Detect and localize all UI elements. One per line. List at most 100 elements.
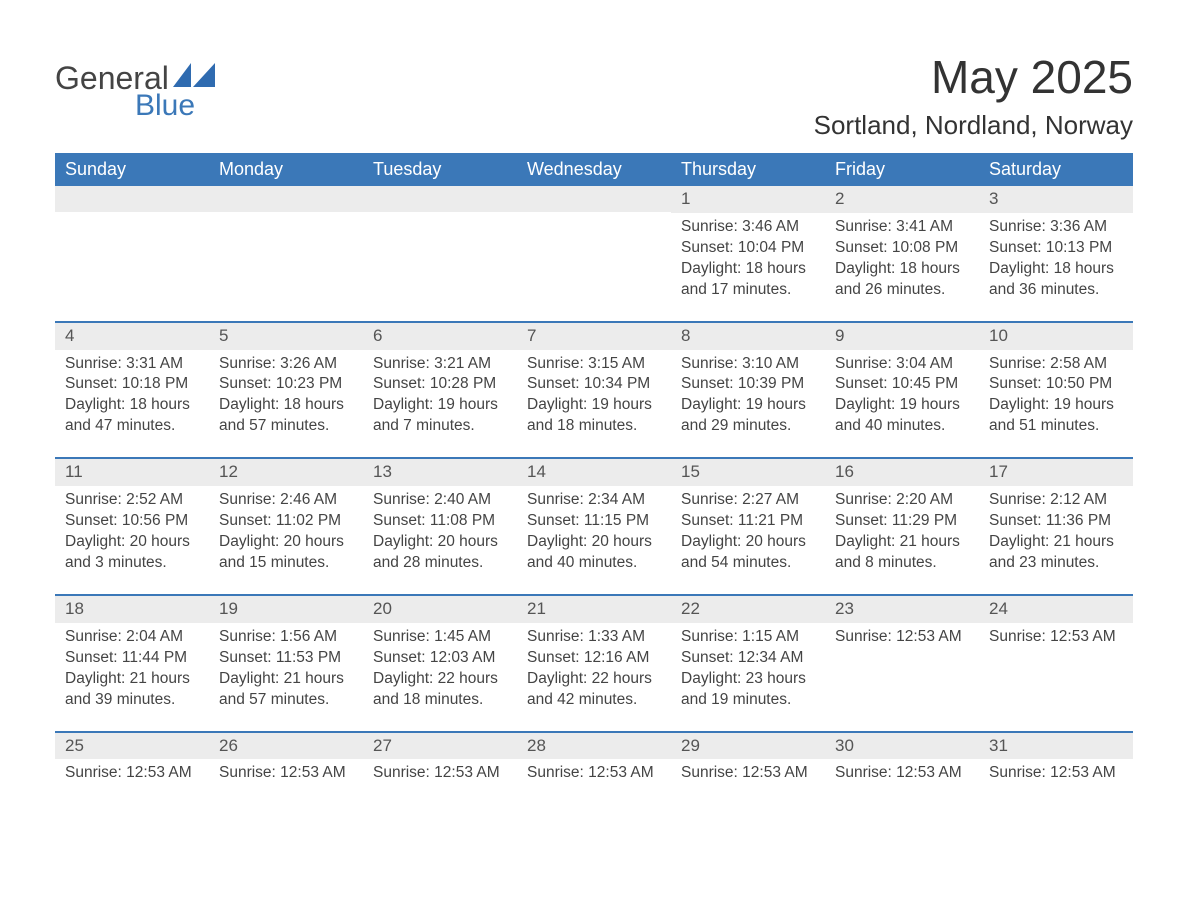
day-line: Sunset: 11:21 PM xyxy=(681,511,815,532)
day-body: Sunrise: 2:58 AMSunset: 10:50 PMDaylight… xyxy=(979,354,1133,438)
day-number: 20 xyxy=(363,594,517,623)
day-body: Sunrise: 12:53 AM xyxy=(979,627,1133,648)
day-number: 9 xyxy=(825,321,979,350)
day-cell: 17 Sunrise: 2:12 AMSunset: 11:36 PMDaylig… xyxy=(979,457,1133,594)
day-cell: 21 Sunrise: 1:33 AMSunset: 12:16 AMDaylig… xyxy=(517,594,671,731)
day-line: Sunset: 10:56 PM xyxy=(65,511,199,532)
dow-fri: Friday xyxy=(825,153,979,186)
day-line: Sunset: 10:08 PM xyxy=(835,238,969,259)
day-body: Sunrise: 12:53 AM xyxy=(209,763,363,784)
day-line: Sunrise: 12:53 AM xyxy=(219,763,353,784)
title-block: May 2025 Sortland, Nordland, Norway xyxy=(814,50,1133,141)
day-line: Sunrise: 3:41 AM xyxy=(835,217,969,238)
day-line: Daylight: 21 hours and 39 minutes. xyxy=(65,669,199,711)
day-cell: 6Sunrise: 3:21 AMSunset: 10:28 PMDayligh… xyxy=(363,321,517,458)
day-cell: 27 Sunrise: 12:53 AM xyxy=(363,731,517,805)
week-row: 18Sunrise: 2:04 AMSunset: 11:44 PMDaylig… xyxy=(55,594,1133,731)
day-line: Sunset: 11:15 PM xyxy=(527,511,661,532)
day-body: Sunrise: 3:15 AMSunset: 10:34 PMDaylight… xyxy=(517,354,671,438)
day-cell: 11Sunrise: 2:52 AMSunset: 10:56 PMDaylig… xyxy=(55,457,209,594)
day-line: Sunrise: 3:26 AM xyxy=(219,354,353,375)
day-number: 1 xyxy=(671,186,825,213)
day-line: Sunrise: 3:31 AM xyxy=(65,354,199,375)
day-body: Sunrise: 12:53 AM xyxy=(825,627,979,648)
day-line: Sunrise: 12:53 AM xyxy=(835,763,969,784)
day-body: Sunrise: 2:04 AMSunset: 11:44 PMDaylight… xyxy=(55,627,209,711)
day-line: Sunset: 10:13 PM xyxy=(989,238,1123,259)
day-number: 27 xyxy=(363,731,517,760)
day-cell: 25Sunrise: 12:53 AM xyxy=(55,731,209,805)
day-body: Sunrise: 12:53 AM xyxy=(671,763,825,784)
day-line: Daylight: 18 hours and 17 minutes. xyxy=(681,259,815,301)
day-line: Sunrise: 3:21 AM xyxy=(373,354,507,375)
day-number: 17 xyxy=(979,457,1133,486)
day-cell: 24Sunrise: 12:53 AM xyxy=(979,594,1133,731)
day-line: Daylight: 18 hours and 26 minutes. xyxy=(835,259,969,301)
day-line: Daylight: 20 hours and 40 minutes. xyxy=(527,532,661,574)
day-line: Sunset: 10:45 PM xyxy=(835,374,969,395)
day-line: Sunrise: 12:53 AM xyxy=(989,763,1123,784)
day-line: Daylight: 19 hours and 40 minutes. xyxy=(835,395,969,437)
day-cell: 12 Sunrise: 2:46 AMSunset: 11:02 PMDaylig… xyxy=(209,457,363,594)
day-number xyxy=(55,186,209,212)
day-cell: 19Sunrise: 1:56 AMSunset: 11:53 PMDaylig… xyxy=(209,594,363,731)
day-cell: 8Sunrise: 3:10 AMSunset: 10:39 PMDayligh… xyxy=(671,321,825,458)
day-cell: 9Sunrise: 3:04 AMSunset: 10:45 PMDayligh… xyxy=(825,321,979,458)
day-number: 22 xyxy=(671,594,825,623)
day-cell: 1 Sunrise: 3:46 AMSunset: 10:04 PMDayligh… xyxy=(671,186,825,321)
day-line: Sunrise: 3:10 AM xyxy=(681,354,815,375)
day-body: Sunrise: 3:46 AMSunset: 10:04 PMDaylight… xyxy=(671,217,825,301)
day-line: Sunrise: 12:53 AM xyxy=(65,763,199,784)
week-row: 1 Sunrise: 3:46 AMSunset: 10:04 PMDayligh… xyxy=(55,186,1133,321)
day-body: Sunrise: 3:26 AMSunset: 10:23 PMDaylight… xyxy=(209,354,363,438)
day-cell: 20 Sunrise: 1:45 AMSunset: 12:03 AMDaylig… xyxy=(363,594,517,731)
day-body: Sunrise: 12:53 AM xyxy=(55,763,209,784)
day-cell: 29Sunrise: 12:53 AM xyxy=(671,731,825,805)
dow-wed: Wednesday xyxy=(517,153,671,186)
day-line: Daylight: 18 hours and 36 minutes. xyxy=(989,259,1123,301)
day-body: Sunrise: 1:45 AMSunset: 12:03 AMDaylight… xyxy=(363,627,517,711)
day-line: Sunrise: 2:20 AM xyxy=(835,490,969,511)
day-number: 21 xyxy=(517,594,671,623)
day-number: 28 xyxy=(517,731,671,760)
day-number: 10 xyxy=(979,321,1133,350)
day-body: Sunrise: 2:12 AMSunset: 11:36 PMDaylight… xyxy=(979,490,1133,574)
day-line: Sunrise: 3:36 AM xyxy=(989,217,1123,238)
day-cell: 22 Sunrise: 1:15 AMSunset: 12:34 AMDaylig… xyxy=(671,594,825,731)
dow-sun: Sunday xyxy=(55,153,209,186)
dow-row: Sunday Monday Tuesday Wednesday Thursday… xyxy=(55,153,1133,186)
day-line: Sunrise: 2:12 AM xyxy=(989,490,1123,511)
day-cell: 4Sunrise: 3:31 AMSunset: 10:18 PMDayligh… xyxy=(55,321,209,458)
day-line: Sunrise: 12:53 AM xyxy=(373,763,507,784)
day-line: Daylight: 19 hours and 51 minutes. xyxy=(989,395,1123,437)
day-cell: 10 Sunrise: 2:58 AMSunset: 10:50 PMDaylig… xyxy=(979,321,1133,458)
calendar-table: Sunday Monday Tuesday Wednesday Thursday… xyxy=(55,153,1133,804)
week-row: 4Sunrise: 3:31 AMSunset: 10:18 PMDayligh… xyxy=(55,321,1133,458)
day-cell: 5Sunrise: 3:26 AMSunset: 10:23 PMDayligh… xyxy=(209,321,363,458)
day-number: 23 xyxy=(825,594,979,623)
day-number: 26 xyxy=(209,731,363,760)
day-number: 6 xyxy=(363,321,517,350)
day-number: 12 xyxy=(209,457,363,486)
day-line: Sunset: 11:53 PM xyxy=(219,648,353,669)
day-cell: 3Sunrise: 3:36 AMSunset: 10:13 PMDayligh… xyxy=(979,186,1133,321)
day-body: Sunrise: 1:15 AMSunset: 12:34 AMDaylight… xyxy=(671,627,825,711)
day-body: Sunrise: 2:46 AMSunset: 11:02 PMDaylight… xyxy=(209,490,363,574)
day-line: Sunrise: 2:04 AM xyxy=(65,627,199,648)
logo: General Blue xyxy=(55,60,215,123)
day-cell: 31Sunrise: 12:53 AM xyxy=(979,731,1133,805)
day-body: Sunrise: 2:52 AMSunset: 10:56 PMDaylight… xyxy=(55,490,209,574)
day-number: 30 xyxy=(825,731,979,760)
day-line: Daylight: 20 hours and 28 minutes. xyxy=(373,532,507,574)
day-cell: 23 Sunrise: 12:53 AM xyxy=(825,594,979,731)
day-body: Sunrise: 2:20 AMSunset: 11:29 PMDaylight… xyxy=(825,490,979,574)
day-line: Sunrise: 2:27 AM xyxy=(681,490,815,511)
day-line: Daylight: 22 hours and 42 minutes. xyxy=(527,669,661,711)
day-body: Sunrise: 1:33 AMSunset: 12:16 AMDaylight… xyxy=(517,627,671,711)
day-cell: 2Sunrise: 3:41 AMSunset: 10:08 PMDayligh… xyxy=(825,186,979,321)
day-cell: 13Sunrise: 2:40 AMSunset: 11:08 PMDaylig… xyxy=(363,457,517,594)
day-body: Sunrise: 3:36 AMSunset: 10:13 PMDaylight… xyxy=(979,217,1133,301)
day-number xyxy=(517,186,671,212)
month-title: May 2025 xyxy=(814,50,1133,104)
day-body: Sunrise: 2:34 AMSunset: 11:15 PMDaylight… xyxy=(517,490,671,574)
